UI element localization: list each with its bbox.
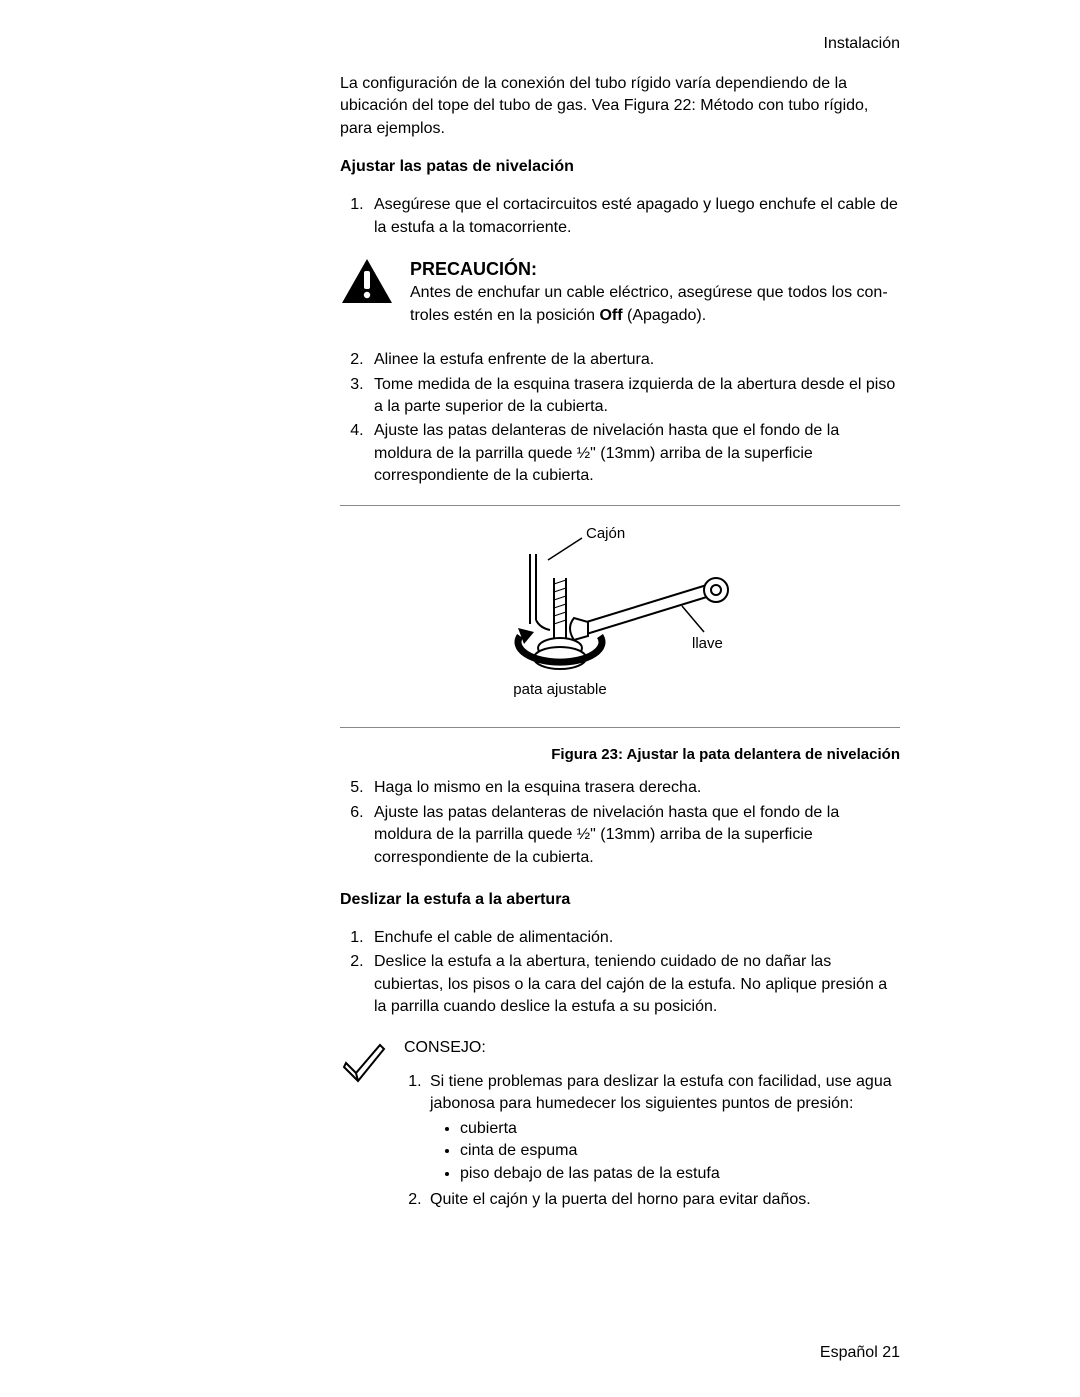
figure-rule-top — [340, 505, 900, 506]
tip-bullets: cubierta cinta de espuma piso debajo de … — [430, 1118, 900, 1185]
tip-item-2: Quite el cajón y la puerta del horno par… — [426, 1189, 900, 1211]
figure-caption: Figura 23: Ajustar la pata delantera de … — [340, 746, 900, 763]
slide-step-2: Deslice la estufa a la abertura, teniend… — [368, 951, 900, 1018]
steps-list-2to4: Alinee la estufa enfrente de la abertura… — [340, 349, 900, 487]
figure-label-drawer: Cajón — [586, 525, 625, 542]
figure-label-wrench: llave — [692, 635, 723, 652]
intro-paragraph: La configuración de la conexión del tubo… — [340, 73, 900, 140]
slide-step-1: Enchufe el cable de alimentación. — [368, 927, 900, 949]
page-footer: Español 21 — [820, 1344, 900, 1362]
step-6: Ajuste las patas delanteras de nivelació… — [368, 802, 900, 869]
tip-list: Si tiene problemas para deslizar la estu… — [404, 1071, 900, 1211]
checkmark-icon — [340, 1037, 386, 1088]
step-3: Tome medida de la esquina trasera izquie… — [368, 374, 900, 419]
footer-lang: Español — [820, 1344, 878, 1361]
caution-text: PRECAUCIÓN: Antes de enchufar un cable e… — [410, 257, 900, 327]
page-header-section: Instalación — [340, 35, 900, 53]
tip-item-1-text: Si tiene problemas para deslizar la estu… — [430, 1073, 892, 1112]
step-5: Haga lo mismo en la esquina trasera dere… — [368, 777, 900, 799]
slide-steps-list: Enchufe el cable de alimentación. Deslic… — [340, 927, 900, 1019]
steps-list-5to6: Haga lo mismo en la esquina trasera dere… — [340, 777, 900, 869]
tip-bullet-2: cinta de espuma — [460, 1140, 900, 1162]
tip-callout: CONSEJO: Si tiene problemas para desliza… — [340, 1037, 900, 1216]
figure-label-foot: pata ajustable — [513, 681, 606, 698]
tip-body: CONSEJO: Si tiene problemas para desliza… — [404, 1037, 900, 1216]
page: Instalación La configuración de la conex… — [0, 0, 1080, 1397]
caution-title: PRECAUCIÓN: — [410, 259, 537, 279]
tip-title: CONSEJO: — [404, 1037, 900, 1059]
step-2: Alinee la estufa enfrente de la abertura… — [368, 349, 900, 371]
steps-list-1: Asegúrese que el cortacircuitos esté apa… — [340, 194, 900, 239]
figure-23: Cajón llave pata ajustable — [340, 524, 900, 709]
tip-bullet-1: cubierta — [460, 1118, 900, 1140]
footer-page-number: 21 — [882, 1344, 900, 1361]
caution-callout: PRECAUCIÓN: Antes de enchufar un cable e… — [340, 257, 900, 327]
step-4: Ajuste las patas delanteras de nivelació… — [368, 420, 900, 487]
warning-triangle-icon — [340, 257, 394, 310]
section-heading-slide: Deslizar la estufa a la abertura — [340, 891, 900, 909]
tip-bullet-3: piso debajo de las patas de la estufa — [460, 1163, 900, 1185]
section-heading-leveling: Ajustar las patas de nivelación — [340, 158, 900, 176]
figure-rule-bottom — [340, 727, 900, 728]
caution-body-bold: Off — [599, 307, 622, 324]
tip-item-1: Si tiene problemas para deslizar la estu… — [426, 1071, 900, 1185]
step-1: Asegúrese que el cortacircuitos esté apa… — [368, 194, 900, 239]
caution-body-after: (Apagado). — [623, 307, 707, 324]
